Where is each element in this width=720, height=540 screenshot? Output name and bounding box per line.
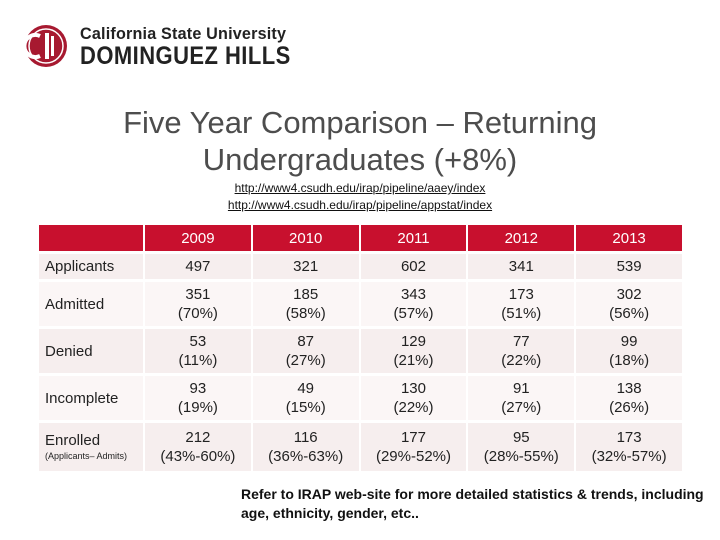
cell-value: 321 [293,258,319,275]
table-cell: 53 (11%) [145,329,251,373]
cell-value: 87 [297,333,315,350]
table-cell: 93 (19%) [145,376,251,420]
logo-line-2: DOMINGUEZ HILLS [80,42,291,70]
cell-value: 95 [512,429,530,446]
table-cell: 77 (22%) [468,329,575,373]
row-label: Incomplete [39,376,143,420]
table-row-applicants: Applicants 497 321 602 341 539 [39,254,682,279]
cell-value: 173 [616,429,642,446]
table-cell: 177 (29%-52%) [360,423,467,471]
row-label: Enrolled (Applicants– Admits) [39,423,143,471]
cell-value: 212 [185,429,211,446]
table-row-enrolled: Enrolled (Applicants– Admits) 212 (43%-60%… [39,423,682,471]
table-cell: 99 (18%) [576,329,682,373]
cell-percent: (58%) [285,305,326,322]
table-cell: 91 (27%) [468,376,575,420]
university-logo: California State University DOMINGUEZ HI… [22,22,290,70]
comparison-table: 2009 2010 2011 2012 2013 Applicants 497 … [37,222,684,474]
table-cell: 87 (27%) [252,329,359,373]
cell-value: 93 [189,380,207,397]
cell-value: 341 [508,258,534,275]
row-label: Denied [39,329,143,373]
cell-value: 302 [616,286,642,303]
cell-value: 129 [400,333,426,350]
cell-percent: (56%) [609,305,650,322]
cell-percent: (28%-55%) [483,448,559,465]
cell-percent: (27%) [501,399,542,416]
cell-value: 138 [616,380,642,397]
table-cell: 321 [252,254,359,279]
table-cell: 173 (32%-57%) [576,423,682,471]
slide-title: Five Year Comparison – Returning Undergr… [123,105,597,177]
header-corner [39,225,143,251]
table-cell: 341 [468,254,575,279]
table-cell: 130 (22%) [360,376,467,420]
table-cell: 173 (51%) [468,282,575,326]
table-cell: 539 [576,254,682,279]
cell-percent: (43%-60%) [160,448,236,465]
cell-value: 116 [293,429,318,446]
cell-percent: (18%) [609,352,650,369]
cell-value: 343 [400,286,426,303]
table-cell: 116 (36%-63%) [252,423,359,471]
table-cell: 49 (15%) [252,376,359,420]
header-year: 2013 [576,225,682,251]
cell-value: 185 [293,286,319,303]
header-year: 2009 [145,225,251,251]
cell-percent: (36%-63%) [268,448,344,465]
cell-value: 53 [189,333,207,350]
cell-value: 49 [297,380,315,397]
table-cell: 343 (57%) [360,282,467,326]
row-label: Admitted [39,282,143,326]
header-year: 2010 [252,225,359,251]
cell-value: 539 [616,258,642,275]
cell-percent: (11%) [178,352,218,369]
table-cell: 497 [145,254,251,279]
logo-line-1: California State University [80,24,287,43]
cell-percent: (32%-57%) [591,448,667,465]
cell-value: 497 [185,258,211,275]
table-cell: 138 (26%) [576,376,682,420]
header-year: 2012 [468,225,575,251]
cell-percent: (19%) [177,399,218,416]
cell-percent: (29%-52%) [375,448,451,465]
header-year: 2011 [360,225,467,251]
cell-value: 173 [508,286,534,303]
cell-value: 351 [185,286,211,303]
row-label-note: (Applicants– Admits) [45,451,128,461]
cell-value: 130 [400,380,426,397]
cell-value: 91 [512,380,530,397]
csudh-seal-icon [22,25,67,67]
table-cell: 129 (21%) [360,329,467,373]
table-header-row: 2009 2010 2011 2012 2013 [39,225,682,251]
reference-links: http://www4.csudh.edu/irap/pipeline/aaey… [0,180,720,214]
cell-value: 77 [512,333,530,350]
cell-value: 602 [400,258,426,275]
cell-percent: (15%) [285,399,326,416]
footer-note: Refer to IRAP web-site for more detailed… [241,486,704,521]
table-row-incomplete: Incomplete 93 (19%) 49 (15%) 130 (22%) 91 (2… [39,376,682,420]
cell-percent: (57%) [393,305,434,322]
table-cell: 95 (28%-55%) [468,423,575,471]
table-cell: 602 [360,254,467,279]
table-cell: 212 (43%-60%) [145,423,251,471]
table-row-denied: Denied 53 (11%) 87 (27%) 129 (21%) 77 (22%) … [39,329,682,373]
cell-percent: (70%) [177,305,218,322]
cell-percent: (22%) [501,352,542,369]
cell-percent: (22%) [393,399,434,416]
table-cell: 351 (70%) [145,282,251,326]
cell-value: 177 [400,429,426,446]
link-aaey[interactable]: http://www4.csudh.edu/irap/pipeline/aaey… [234,181,486,195]
cell-percent: (51%) [501,305,542,322]
link-appstat[interactable]: http://www4.csudh.edu/irap/pipeline/apps… [227,198,493,212]
cell-value: 99 [620,333,638,350]
row-label-text: Enrolled [45,432,101,449]
cell-percent: (27%) [285,352,326,369]
cell-percent: (21%) [393,352,434,369]
table-cell: 302 (56%) [576,282,682,326]
cell-percent: (26%) [609,399,650,416]
table-cell: 185 (58%) [252,282,359,326]
row-label: Applicants [39,254,143,279]
table-row-admitted: Admitted 351 (70%) 185 (58%) 343 (57%) 173 (… [39,282,682,326]
